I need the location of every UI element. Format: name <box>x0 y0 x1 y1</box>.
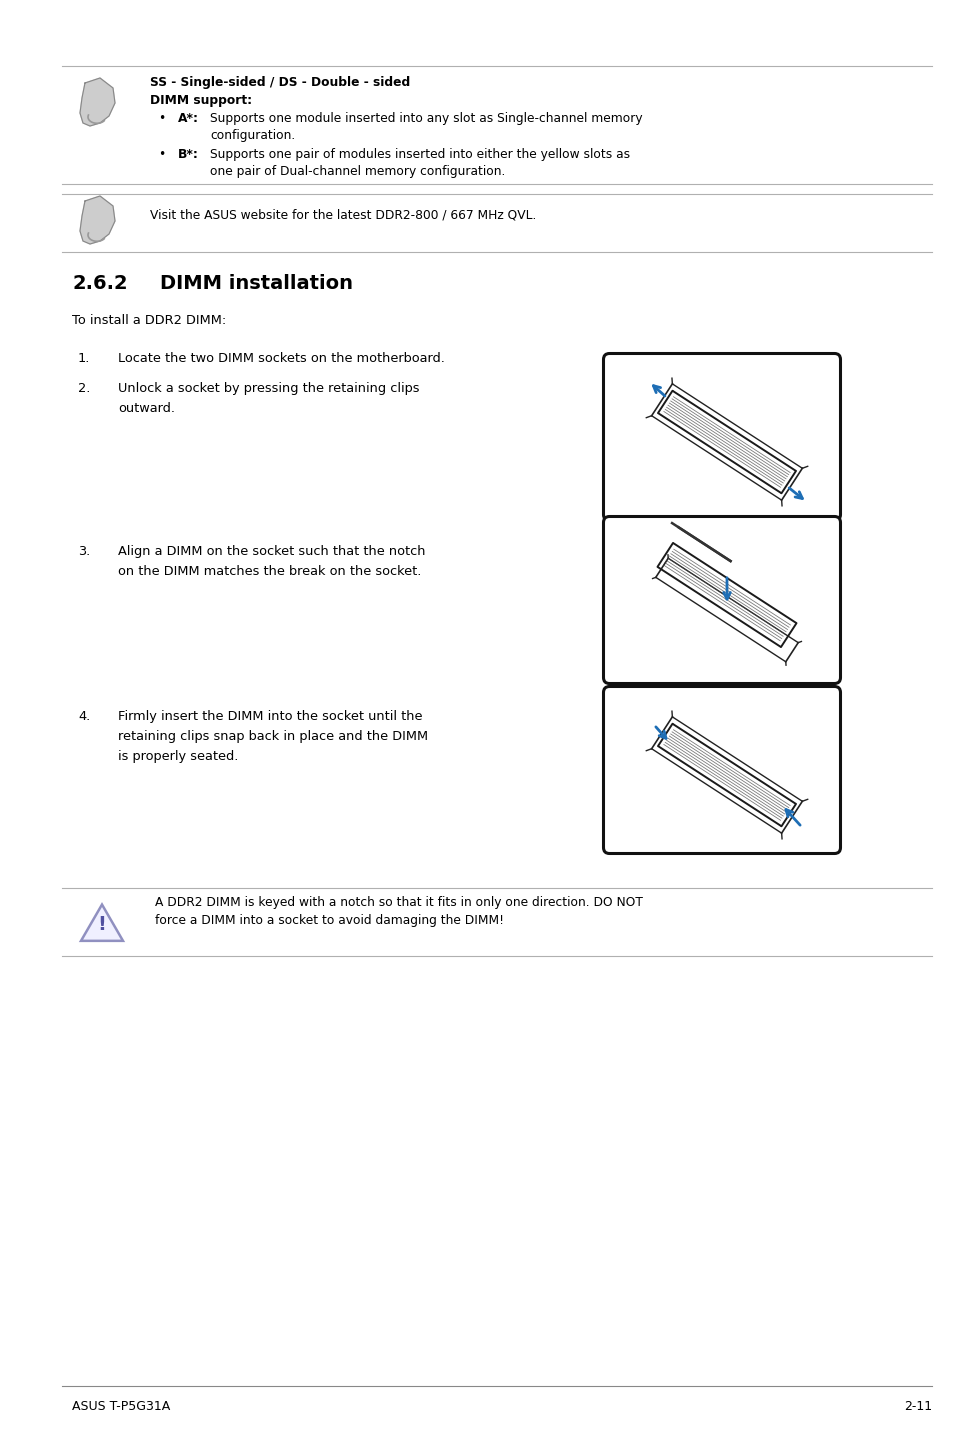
Text: Unlock a socket by pressing the retaining clips: Unlock a socket by pressing the retainin… <box>118 383 419 395</box>
Text: 1.: 1. <box>78 352 91 365</box>
Text: B*:: B*: <box>178 148 198 161</box>
Text: outward.: outward. <box>118 403 174 416</box>
Text: !: ! <box>97 915 107 933</box>
Text: •: • <box>158 112 165 125</box>
Text: To install a DDR2 DIMM:: To install a DDR2 DIMM: <box>71 313 226 326</box>
Text: A*:: A*: <box>178 112 199 125</box>
Text: SS - Single-sided / DS - Double - sided: SS - Single-sided / DS - Double - sided <box>150 76 410 89</box>
Text: one pair of Dual-channel memory configuration.: one pair of Dual-channel memory configur… <box>210 165 505 178</box>
Text: A DDR2 DIMM is keyed with a notch so that it fits in only one direction. DO NOT: A DDR2 DIMM is keyed with a notch so tha… <box>154 896 642 909</box>
Text: on the DIMM matches the break on the socket.: on the DIMM matches the break on the soc… <box>118 565 421 578</box>
Text: Supports one module inserted into any slot as Single-channel memory: Supports one module inserted into any sl… <box>210 112 642 125</box>
Text: Firmly insert the DIMM into the socket until the: Firmly insert the DIMM into the socket u… <box>118 710 422 723</box>
Polygon shape <box>80 78 115 127</box>
Text: Align a DIMM on the socket such that the notch: Align a DIMM on the socket such that the… <box>118 545 425 558</box>
Polygon shape <box>80 196 115 244</box>
Text: Locate the two DIMM sockets on the motherboard.: Locate the two DIMM sockets on the mothe… <box>118 352 444 365</box>
Text: 3.: 3. <box>78 545 91 558</box>
Text: •: • <box>158 148 165 161</box>
Text: 4.: 4. <box>78 710 91 723</box>
Text: 2.6.2: 2.6.2 <box>71 275 128 293</box>
Text: configuration.: configuration. <box>210 129 294 142</box>
Text: Supports one pair of modules inserted into either the yellow slots as: Supports one pair of modules inserted in… <box>210 148 630 161</box>
Text: DIMM support:: DIMM support: <box>150 93 252 106</box>
Text: ASUS T-P5G31A: ASUS T-P5G31A <box>71 1401 170 1414</box>
Text: DIMM installation: DIMM installation <box>160 275 353 293</box>
Text: is properly seated.: is properly seated. <box>118 751 238 764</box>
Text: force a DIMM into a socket to avoid damaging the DIMM!: force a DIMM into a socket to avoid dama… <box>154 915 503 928</box>
FancyBboxPatch shape <box>603 354 840 521</box>
Polygon shape <box>81 905 123 940</box>
Text: 2.: 2. <box>78 383 91 395</box>
FancyBboxPatch shape <box>603 686 840 854</box>
Text: retaining clips snap back in place and the DIMM: retaining clips snap back in place and t… <box>118 731 428 743</box>
FancyBboxPatch shape <box>603 516 840 683</box>
Text: Visit the ASUS website for the latest DDR2-800 / 667 MHz QVL.: Visit the ASUS website for the latest DD… <box>150 209 536 221</box>
Text: 2-11: 2-11 <box>902 1401 931 1414</box>
